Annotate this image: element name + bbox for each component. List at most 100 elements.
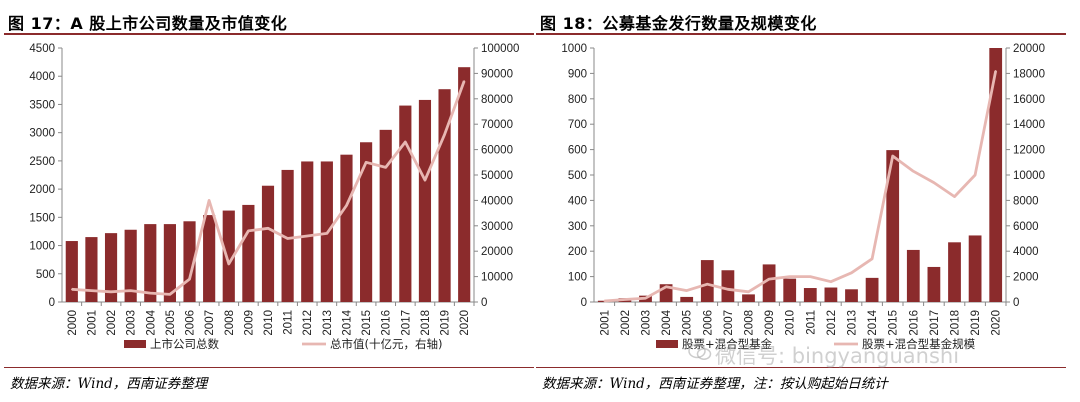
x-tick-label: 2007 <box>204 310 216 336</box>
bar-2009 <box>762 264 776 302</box>
right-y-tick-label: 14000 <box>1013 119 1045 131</box>
x-tick-label: 2020 <box>991 310 1003 336</box>
x-tick-label: 2010 <box>263 310 275 336</box>
bar-2016 <box>379 129 392 302</box>
left-y-tick-label: 1500 <box>29 212 55 224</box>
line-point-2007 <box>208 199 210 202</box>
line-point-2013 <box>326 232 328 235</box>
right-y-tick-label: 50000 <box>481 170 513 182</box>
bar-2011 <box>281 169 294 302</box>
bar-2019 <box>968 235 982 302</box>
bar-2010 <box>783 278 797 302</box>
x-tick-label: 2000 <box>67 310 79 336</box>
x-tick-label: 2001 <box>599 310 611 336</box>
line-point-2003 <box>644 297 647 299</box>
line-point-2005 <box>685 289 688 292</box>
line-point-2016 <box>384 166 387 169</box>
watermark-text: 微信号: bingyanguanshi <box>715 344 960 368</box>
right-y-tick-label: 16000 <box>1013 94 1045 106</box>
x-tick-label: 2015 <box>888 310 900 336</box>
x-tick-label: 2019 <box>440 310 452 336</box>
right-source-note: 数据来源：Wind，西南证券整理，注：按认购起始日统计 <box>542 376 888 392</box>
left-y-tick-label: 200 <box>568 246 587 258</box>
line-point-2010 <box>267 227 269 230</box>
right-y-tick-label: 20000 <box>481 246 513 258</box>
x-tick-label: 2002 <box>106 310 118 336</box>
line-point-2010 <box>788 275 791 278</box>
x-tick-label: 2016 <box>908 310 920 336</box>
line-series <box>604 70 998 303</box>
left-y-tick-label: 600 <box>568 145 587 157</box>
legend-line-label: 总市值(十亿元，右轴) <box>330 337 442 351</box>
line-point-2004 <box>149 292 152 294</box>
right-y-tick-label: 60000 <box>481 145 513 157</box>
line-point-2018 <box>953 195 956 198</box>
bar-2014 <box>340 154 353 302</box>
line-point-2013 <box>850 271 853 274</box>
bar-2000 <box>65 241 78 302</box>
bar-2018 <box>418 99 432 302</box>
left-y-tick-label: 800 <box>568 94 587 106</box>
x-tick-label: 2016 <box>381 310 393 336</box>
line-point-2002 <box>110 291 112 293</box>
line-point-2019 <box>443 133 446 136</box>
right-figure-panel: 图 18：公募基金发行数量及规模变化 0 100 200 300 400 500 600 70… <box>536 0 1066 402</box>
bar-2017 <box>399 105 412 302</box>
left-y-tick-label: 500 <box>36 269 55 281</box>
bar-2007 <box>203 215 216 302</box>
line-point-2007 <box>727 288 729 291</box>
line-point-2011 <box>809 275 812 278</box>
bar-2004 <box>144 224 157 302</box>
x-tick-label: 2012 <box>826 310 838 336</box>
x-tick-label: 2018 <box>420 310 432 336</box>
line-point-2003 <box>129 289 132 292</box>
right-y-tick-label: 80000 <box>481 94 513 106</box>
line-point-2020 <box>463 80 465 82</box>
x-tick-label: 2011 <box>805 310 817 335</box>
left-y-tick-label: 2000 <box>29 184 55 196</box>
bar-2009 <box>242 204 255 302</box>
right-y-tick-label: 30000 <box>481 221 513 233</box>
bar-2003 <box>124 229 137 302</box>
bar-2005 <box>680 296 694 302</box>
left-y-tick-label: 3500 <box>29 99 55 111</box>
x-tick-label: 2002 <box>620 310 632 336</box>
right-y-tick-label: 0 <box>1013 297 1019 309</box>
line-point-2008 <box>227 263 230 265</box>
right-y-tick-label: 100000 <box>481 43 519 55</box>
right-y-tick-label: 90000 <box>481 68 513 80</box>
line-point-2014 <box>345 204 348 207</box>
bar-2002 <box>104 233 118 302</box>
right-y-tick-label: 10000 <box>1013 170 1045 182</box>
left-y-tick-label: 1000 <box>29 241 55 253</box>
x-tick-label: 2003 <box>126 310 138 336</box>
x-tick-label: 2013 <box>847 310 859 336</box>
left-y-tick-label: 2500 <box>29 156 55 168</box>
bar-2013 <box>845 289 858 302</box>
bar-2016 <box>906 249 920 302</box>
line-point-2001 <box>603 300 606 302</box>
line-point-2011 <box>286 237 289 240</box>
bar-2015 <box>360 142 373 302</box>
left-y-tick-label: 900 <box>568 68 587 80</box>
left-y-tick-label: 0 <box>581 297 587 309</box>
x-tick-label: 2014 <box>341 309 353 335</box>
left-y-tick-label: 400 <box>568 195 587 207</box>
left-y-tick-label: 0 <box>49 297 55 309</box>
x-tick-label: 2015 <box>361 310 373 336</box>
bar-2006 <box>700 260 714 302</box>
line-point-2017 <box>404 141 407 143</box>
bar-2007 <box>721 270 735 302</box>
wechat-icon <box>688 343 712 360</box>
line-point-2006 <box>706 283 709 286</box>
x-tick-label: 2006 <box>185 310 197 336</box>
right-y-tick-label: 20000 <box>1013 43 1045 55</box>
x-tick-label: 2005 <box>165 310 177 336</box>
x-tick-label: 2018 <box>950 310 962 336</box>
right-title-rule <box>536 33 1066 35</box>
line-point-2016 <box>912 170 915 172</box>
bar-2001 <box>85 237 98 302</box>
bar-2011 <box>803 288 817 302</box>
bar-2012 <box>824 287 838 302</box>
line-point-2018 <box>424 179 426 181</box>
